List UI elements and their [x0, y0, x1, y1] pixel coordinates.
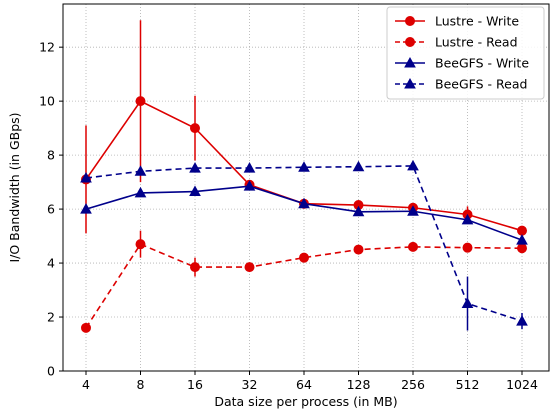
data-point — [352, 160, 365, 172]
series-line — [85, 243, 523, 329]
data-point — [244, 262, 255, 273]
legend-item: BeeGFS - Read — [395, 77, 527, 92]
data-point — [353, 244, 364, 255]
data-point — [462, 242, 473, 253]
x-tick-label: 512 — [456, 377, 480, 392]
data-point — [189, 185, 201, 197]
data-point — [352, 205, 365, 217]
series-beegfs-write — [80, 180, 528, 245]
data-point — [299, 252, 309, 263]
legend-marker — [404, 56, 416, 68]
legend-label: Lustre - Read — [435, 35, 518, 50]
data-point — [135, 96, 146, 107]
x-tick-label: 64 — [296, 377, 312, 392]
data-point — [135, 239, 146, 250]
data-point — [517, 225, 527, 236]
legend-label: BeeGFS - Read — [435, 77, 527, 92]
y-tick-label: 2 — [47, 310, 55, 325]
data-point — [243, 162, 256, 173]
axes: 4 8 16 32 64 128 256 512 1024 0 2 4 6 8 10 12 — [39, 40, 538, 392]
x-tick-label: 8 — [137, 377, 145, 392]
data-point — [461, 297, 474, 309]
legend-item: Lustre - Write — [395, 14, 519, 29]
legend: Lustre - Write Lustre - Read BeeGFS - Writ… — [386, 6, 545, 100]
legend-label: Lustre - Write — [435, 14, 519, 29]
legend-marker — [405, 37, 415, 47]
series-line — [85, 165, 523, 322]
y-axis-label: I/O Bandwidth (in GBps) — [7, 112, 22, 262]
data-point — [134, 186, 147, 198]
y-tick-label: 8 — [47, 148, 55, 163]
data-point — [190, 262, 200, 273]
legend-label: BeeGFS - Write — [435, 56, 529, 71]
x-tick-label: 1024 — [506, 377, 538, 392]
x-axis-label: Data size per process (in MB) — [214, 394, 397, 409]
series-lustre-read — [81, 230, 527, 333]
data-point — [516, 234, 528, 245]
series-layer — [80, 20, 528, 333]
data-point — [298, 197, 310, 209]
data-point — [516, 315, 528, 326]
x-tick-label: 32 — [242, 377, 258, 392]
data-point — [407, 205, 419, 216]
y-tick-label: 4 — [47, 256, 55, 271]
legend-item: BeeGFS - Write — [395, 56, 529, 71]
data-point — [190, 123, 200, 134]
data-point — [517, 243, 527, 254]
data-point — [81, 322, 91, 333]
data-point — [408, 241, 418, 252]
plot-area-frame — [62, 3, 550, 372]
legend-marker — [404, 77, 416, 89]
data-point — [407, 159, 419, 171]
data-point — [134, 165, 147, 176]
data-point — [80, 172, 92, 183]
x-tick-label: 256 — [401, 377, 425, 392]
data-point — [298, 161, 310, 172]
y-tick-label: 6 — [47, 202, 55, 217]
data-point — [243, 180, 256, 191]
x-tick-label: 16 — [187, 377, 203, 392]
legend-marker — [405, 16, 415, 26]
y-tick-label: 10 — [39, 94, 55, 109]
data-point — [80, 203, 92, 214]
series-beegfs-read — [80, 159, 528, 331]
data-point — [189, 162, 201, 173]
legend-box — [386, 6, 545, 100]
y-tick-label: 12 — [39, 40, 55, 55]
x-tick-label: 128 — [347, 377, 371, 392]
x-tick-label: 4 — [82, 377, 90, 392]
y-tick-label: 0 — [47, 364, 55, 379]
data-point — [461, 213, 474, 225]
legend-item: Lustre - Read — [395, 35, 518, 50]
